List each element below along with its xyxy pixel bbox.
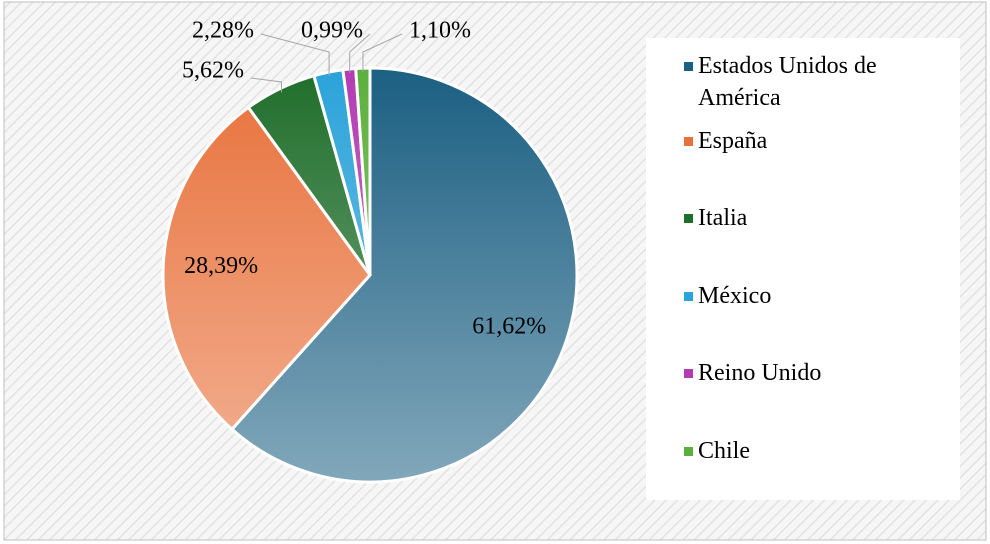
leader-line bbox=[349, 33, 371, 74]
legend-swatch bbox=[684, 292, 693, 301]
legend-swatch bbox=[684, 447, 693, 456]
legend-entry: Estados Unidos de América bbox=[684, 50, 948, 114]
legend: Estados Unidos de América España Italia Méx… bbox=[646, 38, 960, 500]
legend-label: Chile bbox=[698, 438, 750, 464]
legend-entry: España bbox=[684, 125, 948, 157]
pie-slice bbox=[161, 105, 372, 432]
legend-label: Italia bbox=[698, 205, 748, 231]
legend-entry: Reino Unido bbox=[684, 357, 948, 389]
legend-swatch bbox=[684, 369, 693, 378]
leader-line bbox=[260, 33, 330, 77]
pie-slice bbox=[229, 66, 579, 484]
legend-label: España bbox=[698, 128, 768, 154]
legend-label: Estados Unidos de América bbox=[698, 53, 877, 111]
legend-entry: Chile bbox=[684, 435, 948, 467]
legend-swatch bbox=[684, 214, 693, 223]
legend-label: Reino Unido bbox=[698, 360, 822, 386]
data-label: 1,10% bbox=[409, 18, 471, 44]
legend-entry: Italia bbox=[684, 202, 948, 234]
legend-swatch bbox=[684, 62, 693, 71]
data-label: 5,62% bbox=[182, 58, 244, 84]
data-label: 2,28% bbox=[192, 18, 254, 44]
legend-label: México bbox=[698, 283, 772, 309]
leader-line bbox=[250, 77, 282, 93]
data-label: 0,99% bbox=[301, 18, 363, 44]
leader-line bbox=[362, 33, 403, 73]
legend-swatch bbox=[684, 137, 693, 146]
legend-entry: México bbox=[684, 280, 948, 312]
data-label: 28,39% bbox=[184, 253, 258, 279]
data-label: 61,62% bbox=[472, 314, 546, 340]
